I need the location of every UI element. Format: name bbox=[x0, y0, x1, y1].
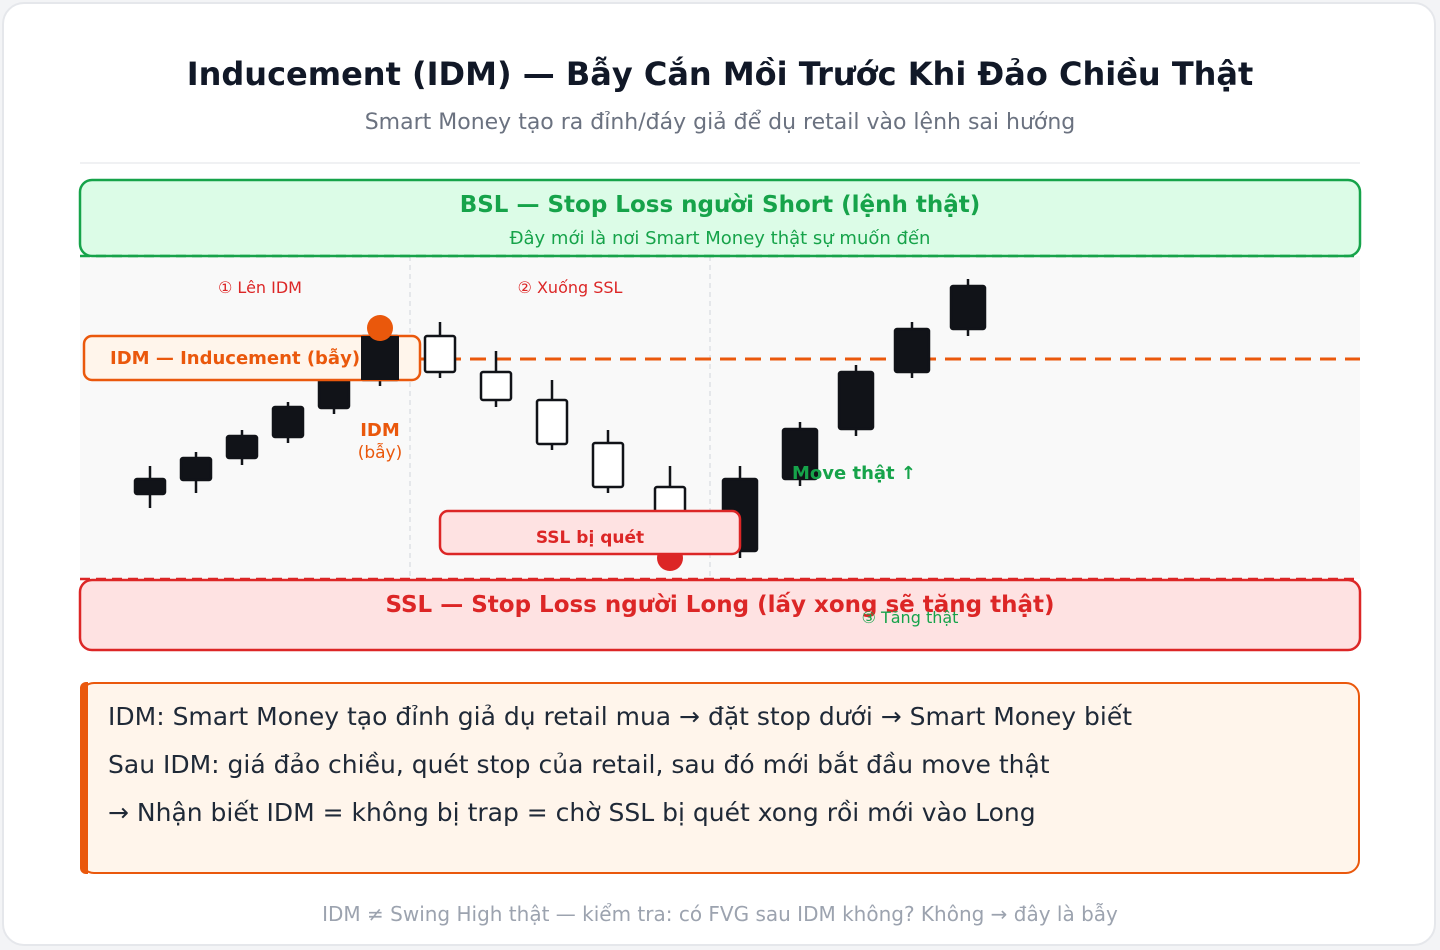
note-line-2: Sau IDM: giá đảo chiều, quét stop của re… bbox=[108, 750, 1050, 779]
candle-bearish bbox=[423, 334, 457, 374]
candle-bearish bbox=[535, 398, 569, 446]
idm-point bbox=[367, 315, 393, 341]
idm-point-label: IDM bbox=[360, 420, 400, 441]
candle-bullish bbox=[179, 456, 213, 482]
bsl-subtitle: Đây mới là nơi Smart Money thật sự muốn … bbox=[510, 228, 931, 249]
move-real-label: Move thật ↑ bbox=[792, 463, 916, 484]
note-line-3: → Nhận biết IDM = không bị trap = chờ SS… bbox=[108, 798, 1036, 827]
phase-label-1: ① Lên IDM bbox=[218, 278, 302, 297]
candle-bearish bbox=[591, 441, 625, 489]
idm-label-box bbox=[82, 334, 422, 382]
candle-bullish bbox=[317, 377, 351, 410]
idm-candle-overlay bbox=[361, 336, 399, 380]
page-title: Inducement (IDM) — Bẫy Cắn Mồi Trước Khi… bbox=[186, 55, 1254, 93]
candle-bullish bbox=[837, 370, 875, 431]
candle-bullish bbox=[949, 284, 987, 331]
ssl-zone bbox=[78, 578, 1362, 652]
ssl-title: SSL — Stop Loss người Long (lấy xong sẽ … bbox=[385, 591, 1054, 618]
candle-bullish bbox=[225, 434, 259, 460]
ssl-swept-label: SSL bị quét bbox=[536, 528, 644, 548]
candle-bullish bbox=[781, 427, 819, 481]
candle-bearish bbox=[479, 370, 513, 402]
page-subtitle: Smart Money tạo ra đỉnh/đáy giả để dụ re… bbox=[364, 110, 1076, 135]
candle-bullish bbox=[133, 477, 167, 496]
footer-hint: IDM ≠ Swing High thật — kiểm tra: có FVG… bbox=[322, 902, 1118, 926]
explanation-note: IDM: Smart Money tạo đỉnh giả dụ retail … bbox=[80, 682, 1360, 874]
phase-label-2: ② Xuống SSL bbox=[518, 278, 623, 297]
phase-label-3: ③ Tăng thật bbox=[862, 608, 959, 627]
note-line-1: IDM: Smart Money tạo đỉnh giả dụ retail … bbox=[108, 702, 1133, 731]
bsl-title: BSL — Stop Loss người Short (lệnh thật) bbox=[460, 192, 981, 218]
idm-label: IDM — Inducement (bẫy) bbox=[110, 347, 360, 369]
ssl-swept-box bbox=[438, 509, 742, 556]
candle-bullish bbox=[271, 405, 305, 439]
note-accent-bar bbox=[80, 682, 88, 874]
candle-bullish bbox=[893, 327, 931, 374]
idm-point-sublabel: (bẫy) bbox=[358, 442, 403, 463]
divider bbox=[80, 162, 1360, 164]
